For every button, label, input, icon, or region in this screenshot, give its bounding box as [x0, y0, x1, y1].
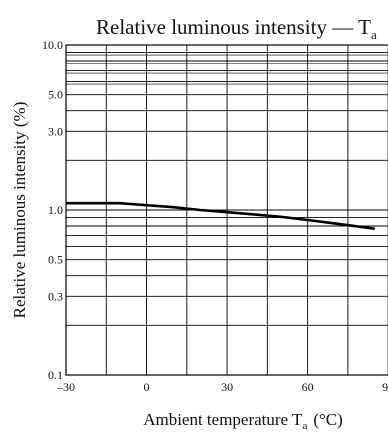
- y-tick-label: 1.0: [48, 203, 63, 217]
- y-tick-label: 0.1: [48, 368, 63, 382]
- x-axis-label-unit: (°C): [313, 410, 342, 429]
- y-tick-label: 10.0: [42, 38, 63, 52]
- x-tick-label: 30: [221, 380, 233, 394]
- x-axis-label-sub: a: [302, 420, 307, 432]
- series-line-0: [66, 201, 375, 230]
- x-tick-label: 60: [302, 380, 314, 394]
- chart-title-main: Relative luminous intensity — T: [96, 15, 371, 39]
- grid: [65, 44, 388, 376]
- series-layer: [66, 201, 375, 230]
- x-axis-label-main: Ambient temperature T: [143, 410, 303, 429]
- y-tick-label: 3.0: [48, 124, 63, 138]
- chart-title: Relative luminous intensity — Ta: [96, 15, 377, 42]
- plot-frame: [65, 44, 388, 376]
- x-axis-label: Ambient temperature Ta (°C): [143, 410, 343, 432]
- y-tick-labels: 0.1 0.3 0.5 1.0 3.0 5.0 10.0: [42, 38, 63, 382]
- chart-title-sub: a: [371, 27, 377, 42]
- y-axis-label: Relative luminous intensity (%): [10, 102, 29, 319]
- x-tick-label: 90: [382, 380, 388, 394]
- x-tick-label: 0: [144, 380, 150, 394]
- x-tick-labels: –30 0 30 60 90: [56, 380, 388, 394]
- y-tick-label: 5.0: [48, 88, 63, 102]
- y-tick-label: 0.5: [48, 253, 63, 267]
- x-tick-label: –30: [56, 380, 75, 394]
- y-tick-label: 0.3: [48, 289, 63, 303]
